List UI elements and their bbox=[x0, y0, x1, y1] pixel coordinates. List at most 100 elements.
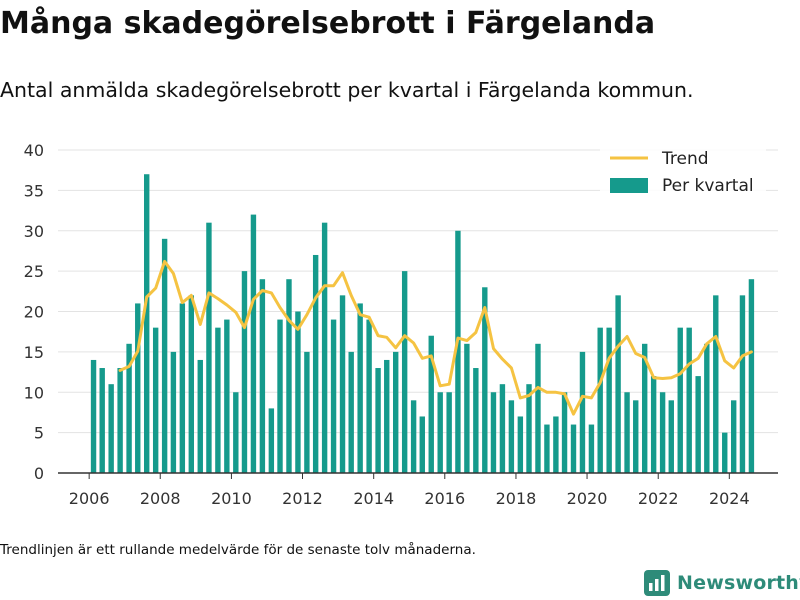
bar bbox=[624, 392, 630, 473]
y-tick-label: 5 bbox=[34, 424, 44, 443]
bar bbox=[339, 295, 346, 473]
trend-line bbox=[118, 259, 753, 416]
x-tick-label: 2010 bbox=[211, 489, 252, 508]
bar bbox=[90, 359, 97, 473]
bar bbox=[295, 311, 301, 473]
bar bbox=[384, 359, 390, 473]
bar bbox=[366, 319, 372, 473]
bar bbox=[606, 327, 612, 473]
bar bbox=[508, 400, 515, 473]
x-tick-label: 2020 bbox=[567, 489, 608, 508]
x-tick-label: 2022 bbox=[638, 489, 679, 508]
x-axis: 2006 2008 2010 2012 2014 2016 2018 2020 2022 2024 bbox=[69, 473, 750, 508]
bar bbox=[597, 327, 603, 473]
bar bbox=[393, 351, 399, 473]
x-tick-label: 2006 bbox=[69, 489, 110, 508]
bar bbox=[588, 424, 595, 473]
y-axis: 0 5 10 15 20 25 30 35 40 bbox=[24, 141, 44, 483]
bar bbox=[482, 287, 488, 473]
bar bbox=[544, 424, 550, 473]
bar bbox=[641, 343, 648, 473]
brand-logo: Newsworthy bbox=[644, 570, 800, 596]
chart-area: 2006 2008 2010 2012 2014 2016 2018 2020 2022 2024… bbox=[24, 141, 778, 508]
bar bbox=[561, 392, 568, 473]
bar bbox=[117, 368, 123, 473]
bar bbox=[517, 416, 524, 473]
bar bbox=[375, 368, 381, 473]
bar bbox=[233, 392, 239, 473]
bar bbox=[206, 222, 212, 473]
x-tick-label: 2008 bbox=[140, 489, 181, 508]
footnote: Trendlinjen är ett rullande medelvärde f… bbox=[0, 542, 476, 558]
bar bbox=[739, 295, 746, 473]
bar bbox=[659, 392, 666, 473]
y-tick-label: 10 bbox=[24, 383, 44, 402]
bar bbox=[304, 351, 310, 473]
x-tick-label: 2024 bbox=[709, 489, 750, 508]
bar bbox=[170, 351, 177, 473]
bar bbox=[526, 384, 532, 473]
y-tick-label: 25 bbox=[24, 262, 44, 281]
y-tick-label: 40 bbox=[24, 141, 44, 160]
legend-trend-label: Trend bbox=[661, 149, 709, 169]
legend: Trend Per kvartal bbox=[600, 146, 766, 202]
bar bbox=[570, 424, 577, 473]
bar bbox=[650, 376, 657, 473]
bar bbox=[722, 432, 728, 473]
bar bbox=[535, 343, 541, 473]
bar bbox=[686, 327, 692, 473]
bar bbox=[713, 295, 719, 473]
y-tick-label: 30 bbox=[24, 222, 44, 241]
bar bbox=[250, 214, 257, 473]
bar bbox=[330, 319, 337, 473]
bar-series bbox=[90, 174, 755, 473]
bar bbox=[490, 392, 497, 473]
bar bbox=[215, 327, 221, 473]
x-tick-label: 2014 bbox=[353, 489, 394, 508]
bar bbox=[286, 279, 292, 473]
bar bbox=[730, 400, 737, 473]
bar bbox=[437, 392, 443, 473]
y-tick-label: 0 bbox=[34, 464, 44, 483]
bar bbox=[268, 408, 275, 473]
bar bbox=[224, 319, 230, 473]
y-tick-label: 35 bbox=[24, 181, 44, 200]
bar bbox=[695, 376, 701, 473]
bar bbox=[188, 295, 195, 473]
legend-bar-label: Per kvartal bbox=[662, 176, 754, 196]
chart-subtitle: Antal anmälda skadegörelsebrott per kvar… bbox=[0, 78, 694, 102]
bar bbox=[553, 416, 559, 473]
bar bbox=[633, 400, 639, 473]
bar bbox=[473, 368, 479, 473]
chart-title: Många skadegörelsebrott i Färgelanda bbox=[0, 6, 656, 41]
bar bbox=[197, 359, 203, 473]
y-tick-label: 20 bbox=[24, 303, 44, 322]
bar bbox=[357, 303, 363, 473]
bar bbox=[499, 384, 506, 473]
bar bbox=[259, 279, 266, 473]
bar bbox=[410, 400, 417, 473]
bar bbox=[277, 319, 283, 473]
bar bbox=[108, 384, 114, 473]
x-tick-label: 2016 bbox=[424, 489, 465, 508]
bar bbox=[144, 174, 150, 473]
bar bbox=[446, 392, 452, 473]
legend-bar-swatch bbox=[610, 178, 648, 193]
bar bbox=[241, 271, 248, 473]
bar bbox=[579, 351, 586, 473]
x-tick-label: 2018 bbox=[496, 489, 537, 508]
bar bbox=[704, 343, 710, 473]
x-tick-label: 2012 bbox=[282, 489, 323, 508]
bar bbox=[677, 327, 683, 473]
bar bbox=[135, 303, 141, 473]
bar bbox=[126, 343, 132, 473]
bar bbox=[748, 279, 755, 473]
brand-name: Newsworthy bbox=[677, 572, 800, 594]
bar bbox=[464, 343, 470, 473]
bar bbox=[348, 351, 354, 473]
y-tick-label: 15 bbox=[24, 343, 44, 362]
bar bbox=[668, 400, 674, 473]
bar bbox=[455, 230, 461, 473]
bar bbox=[99, 368, 105, 473]
bar bbox=[179, 303, 186, 473]
